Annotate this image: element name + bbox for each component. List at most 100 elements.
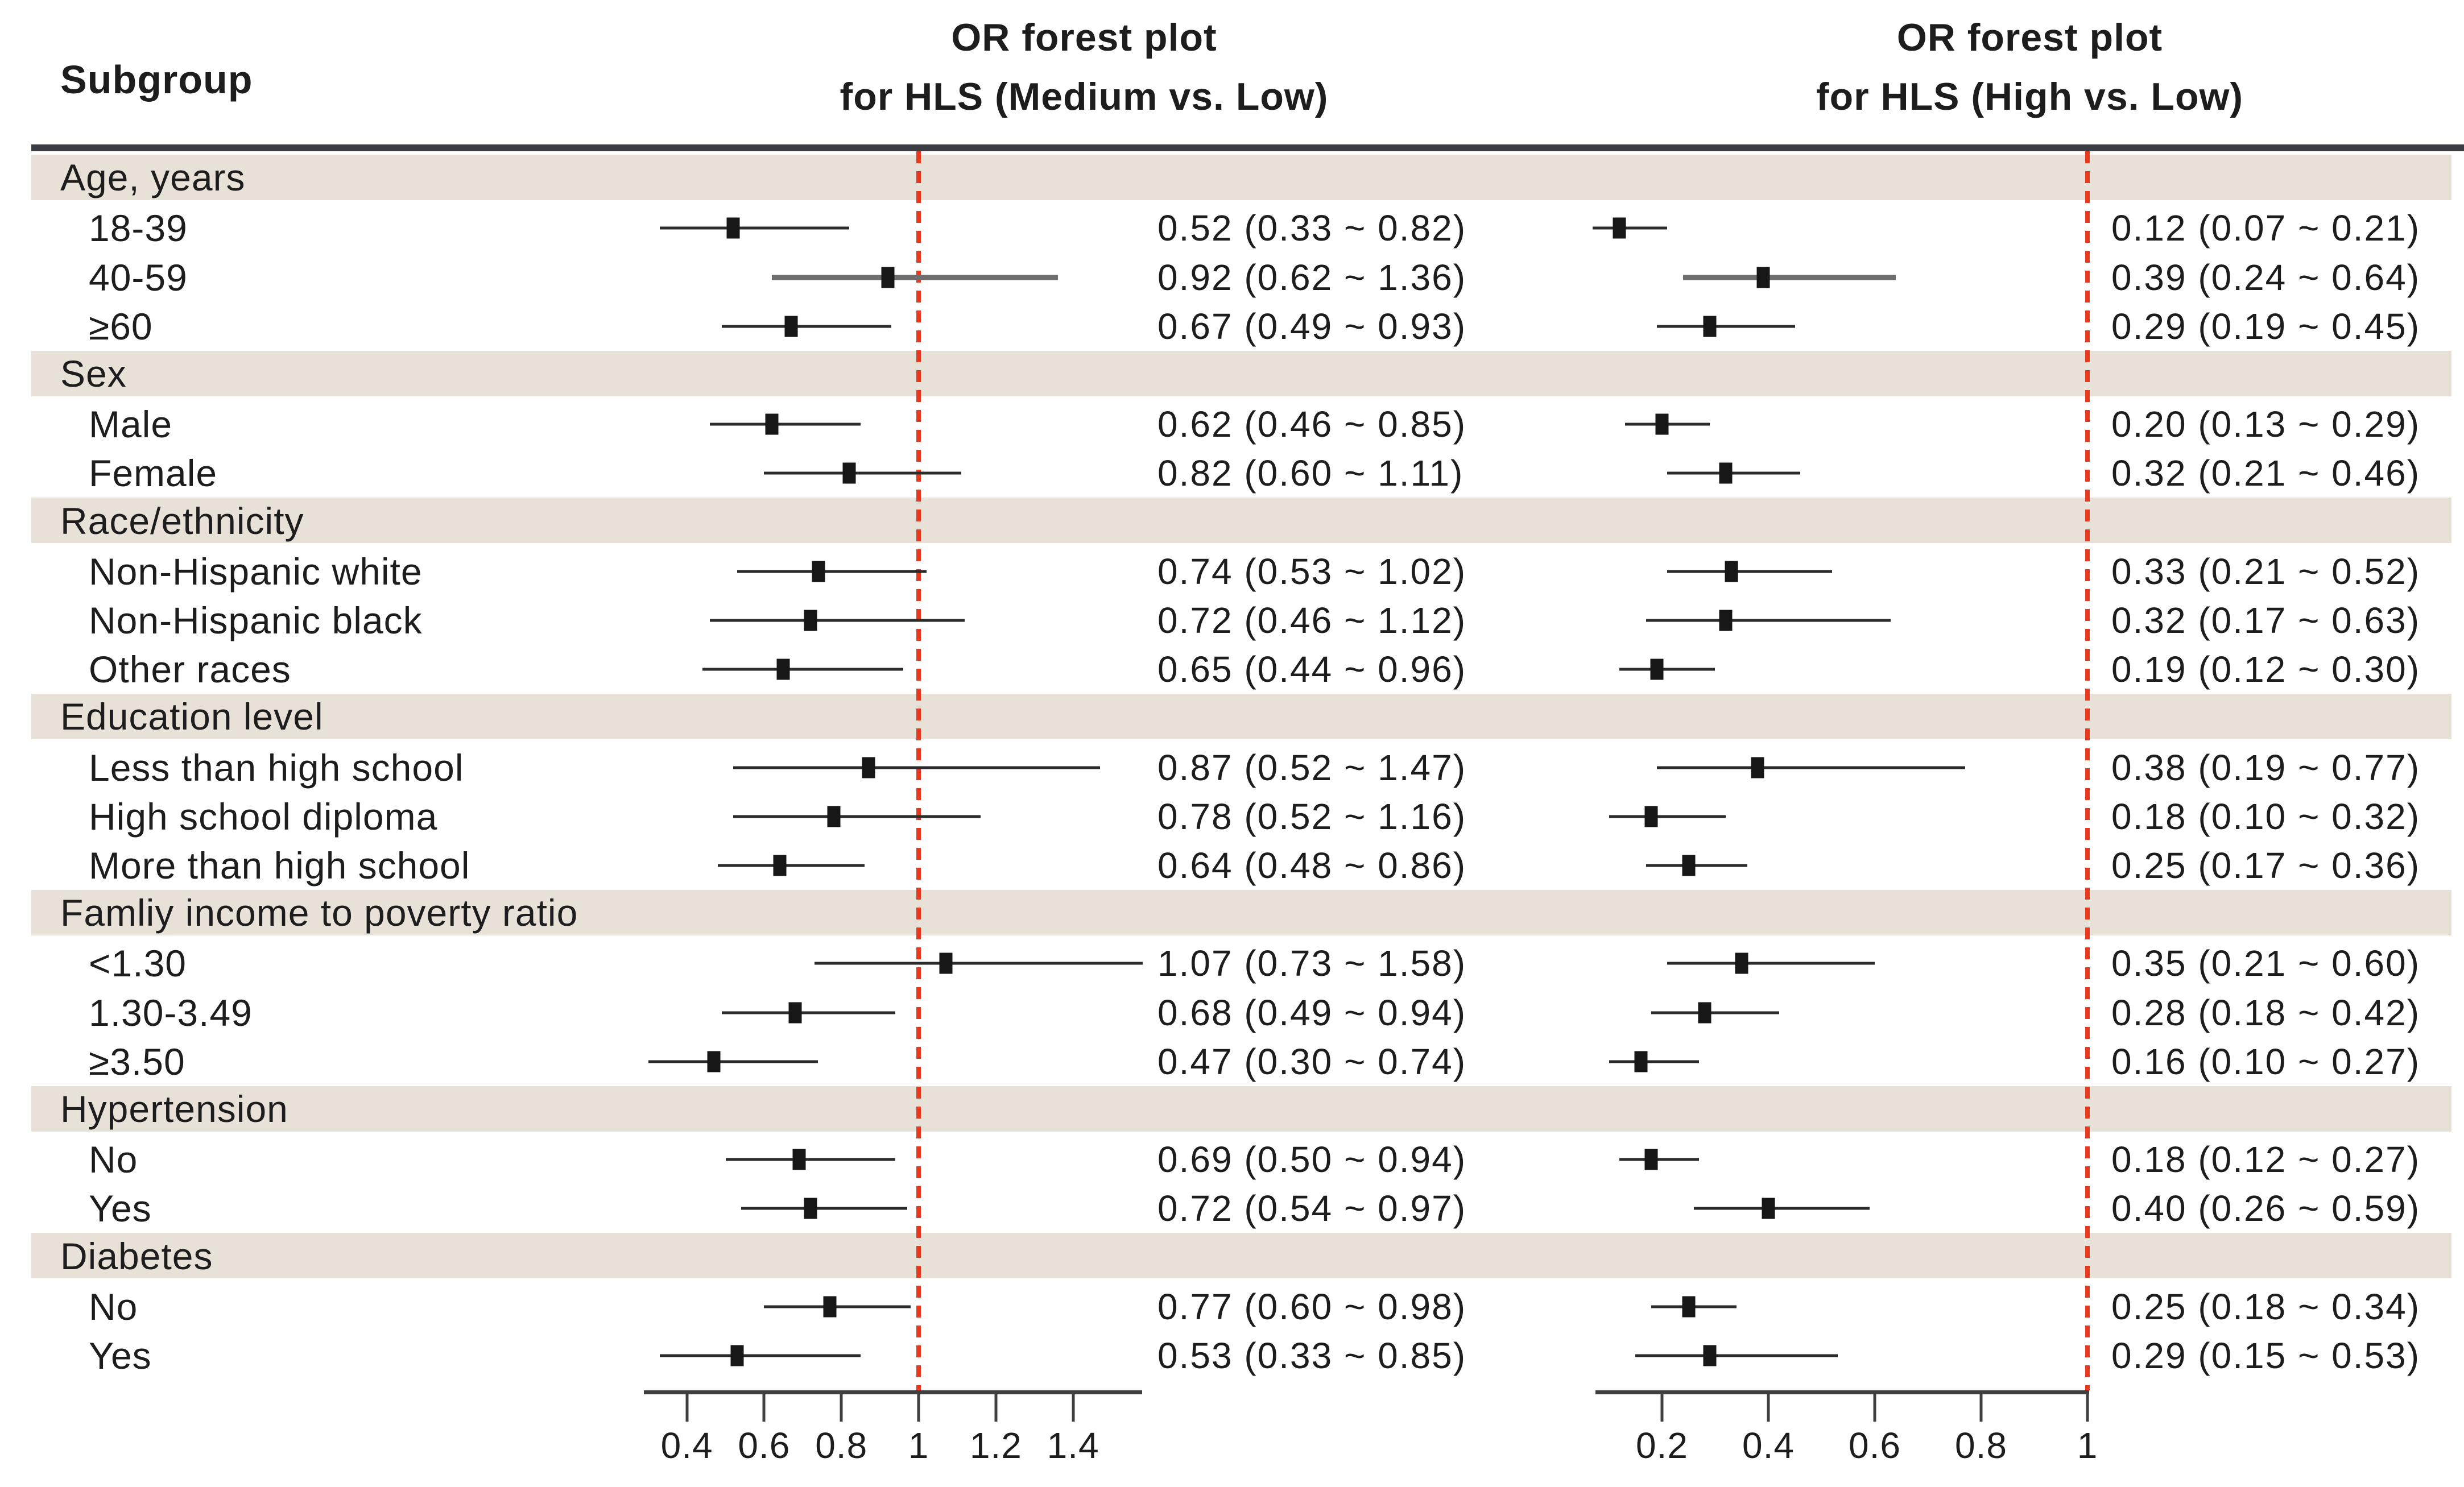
x-axis-tick-label-high: 0.4 <box>1742 1425 1795 1466</box>
or-marker-high <box>1756 267 1770 288</box>
group-header-label: Age, years <box>60 156 246 199</box>
x-axis-high <box>1595 1390 2089 1394</box>
ci-line-high <box>1593 226 1668 230</box>
or-value-high: 0.32 (0.21 ~ 0.46) <box>2111 453 2421 494</box>
or-value-medium: 0.87 (0.52 ~ 1.47) <box>1157 747 1467 788</box>
group-header-label: Hypertension <box>60 1087 288 1130</box>
or-value-medium: 0.78 (0.52 ~ 1.16) <box>1157 796 1467 837</box>
or-value-medium: 1.07 (0.73 ~ 1.58) <box>1157 943 1467 984</box>
or-value-high: 0.16 (0.10 ~ 0.27) <box>2111 1041 2421 1082</box>
ci-line-high <box>1619 1158 1700 1161</box>
group-header-band <box>31 155 2451 200</box>
group-header-label: Education level <box>60 695 324 738</box>
x-axis-tick-high <box>2086 1390 2089 1422</box>
or-marker-medium <box>804 1198 817 1219</box>
x-axis-tick-label-medium: 0.8 <box>815 1425 868 1466</box>
ci-line-high <box>1619 668 1715 671</box>
or-value-high: 0.18 (0.12 ~ 0.27) <box>2111 1139 2421 1181</box>
ci-line-high <box>1667 570 1833 573</box>
or-marker-high <box>1613 217 1626 239</box>
ci-line-medium <box>710 619 965 622</box>
or-value-high: 0.32 (0.17 ~ 0.63) <box>2111 599 2421 641</box>
or-marker-medium <box>939 952 952 974</box>
subgroup-row-label: Yes <box>89 1334 152 1377</box>
ci-line-medium <box>660 226 849 230</box>
or-value-medium: 0.47 (0.30 ~ 0.74) <box>1157 1041 1467 1082</box>
or-value-high: 0.35 (0.21 ~ 0.60) <box>2111 943 2421 984</box>
x-axis-tick-label-high: 0.8 <box>1955 1425 2007 1466</box>
or-marker-medium <box>773 855 787 876</box>
ci-line-medium <box>721 1011 896 1014</box>
group-header-band <box>31 890 2451 935</box>
ci-line-medium <box>814 962 1143 965</box>
subgroup-row-label: Yes <box>89 1187 152 1230</box>
or-marker-high <box>1650 658 1664 680</box>
left-plot-title-line1: OR forest plot <box>951 16 1217 59</box>
group-header-band <box>31 350 2451 396</box>
ci-line-high <box>1609 1060 1700 1063</box>
or-marker-medium <box>784 316 798 337</box>
x-axis-tick-label-high: 0.6 <box>1849 1425 1901 1466</box>
or-marker-medium <box>842 462 856 484</box>
group-header-band <box>31 1233 2451 1279</box>
subgroup-row-label: 18-39 <box>89 207 188 250</box>
subgroup-row-label: No <box>89 1138 138 1181</box>
or-value-medium: 0.82 (0.60 ~ 1.11) <box>1157 453 1464 494</box>
or-value-high: 0.19 (0.12 ~ 0.30) <box>2111 649 2421 690</box>
or-value-high: 0.12 (0.07 ~ 0.21) <box>2111 208 2421 249</box>
subgroup-row-label: Other races <box>89 648 291 691</box>
ci-line-medium <box>772 275 1058 280</box>
or-value-high: 0.39 (0.24 ~ 0.64) <box>2111 256 2421 298</box>
or-marker-high <box>1682 855 1696 876</box>
or-marker-high <box>1703 316 1717 337</box>
or-value-high: 0.20 (0.13 ~ 0.29) <box>2111 404 2421 445</box>
subgroup-row-label: No <box>89 1285 138 1328</box>
or-value-high: 0.25 (0.18 ~ 0.34) <box>2111 1286 2421 1327</box>
ci-line-high <box>1667 471 1801 475</box>
right-plot-title: OR forest plot for HLS (High vs. Low) <box>1595 8 2464 126</box>
ci-line-high <box>1694 1207 1870 1210</box>
right-plot-title-line2: for HLS (High vs. Low) <box>1816 75 2244 118</box>
group-header-label: Diabetes <box>60 1235 213 1277</box>
reference-line-high <box>2085 151 2090 1390</box>
or-value-medium: 0.68 (0.49 ~ 0.94) <box>1157 992 1467 1033</box>
or-value-medium: 0.53 (0.33 ~ 0.85) <box>1157 1335 1467 1376</box>
x-axis-tick-medium <box>1072 1390 1075 1422</box>
group-header-label: Race/ethnicity <box>60 499 304 542</box>
or-value-high: 0.28 (0.18 ~ 0.42) <box>2111 992 2421 1033</box>
subgroup-row-label: Male <box>89 403 173 446</box>
or-marker-high <box>1655 413 1669 435</box>
subgroup-row-label: ≥60 <box>89 305 153 347</box>
or-marker-high <box>1735 952 1748 974</box>
or-marker-medium <box>788 1002 802 1023</box>
or-marker-medium <box>726 217 740 239</box>
subgroup-row-label: ≥3.50 <box>89 1040 185 1083</box>
x-axis-tick-medium <box>917 1390 920 1422</box>
or-marker-high <box>1751 757 1764 778</box>
or-value-medium: 0.72 (0.54 ~ 0.97) <box>1157 1188 1467 1229</box>
ci-line-high <box>1635 1354 1838 1357</box>
or-marker-medium <box>776 658 790 680</box>
subgroup-row-label: High school diploma <box>89 795 438 838</box>
or-marker-medium <box>707 1051 721 1072</box>
x-axis-tick-high <box>1873 1390 1876 1422</box>
or-marker-high <box>1634 1051 1648 1072</box>
subgroup-row-label: Female <box>89 452 218 495</box>
x-axis-tick-high <box>1660 1390 1664 1422</box>
subgroup-row-label: <1.30 <box>89 942 187 985</box>
left-plot-title: OR forest plot for HLS (Medium vs. Low) <box>643 8 1525 126</box>
subgroup-row-label: Less than high school <box>89 746 464 789</box>
or-marker-high <box>1719 610 1733 631</box>
x-axis-tick-medium <box>762 1390 766 1422</box>
or-value-medium: 0.52 (0.33 ~ 0.82) <box>1157 208 1467 249</box>
left-plot-title-line2: for HLS (Medium vs. Low) <box>840 75 1329 118</box>
ci-line-medium <box>733 766 1101 769</box>
subgroup-row-label: 40-59 <box>89 256 188 299</box>
x-axis-tick-label-medium: 1 <box>908 1425 929 1466</box>
x-axis-tick-medium <box>994 1390 998 1422</box>
or-marker-high <box>1703 1345 1717 1366</box>
or-value-medium: 0.92 (0.62 ~ 1.36) <box>1157 256 1467 298</box>
ci-line-medium <box>737 570 927 573</box>
x-axis-tick-label-high: 0.2 <box>1636 1425 1688 1466</box>
ci-line-high <box>1656 325 1795 328</box>
